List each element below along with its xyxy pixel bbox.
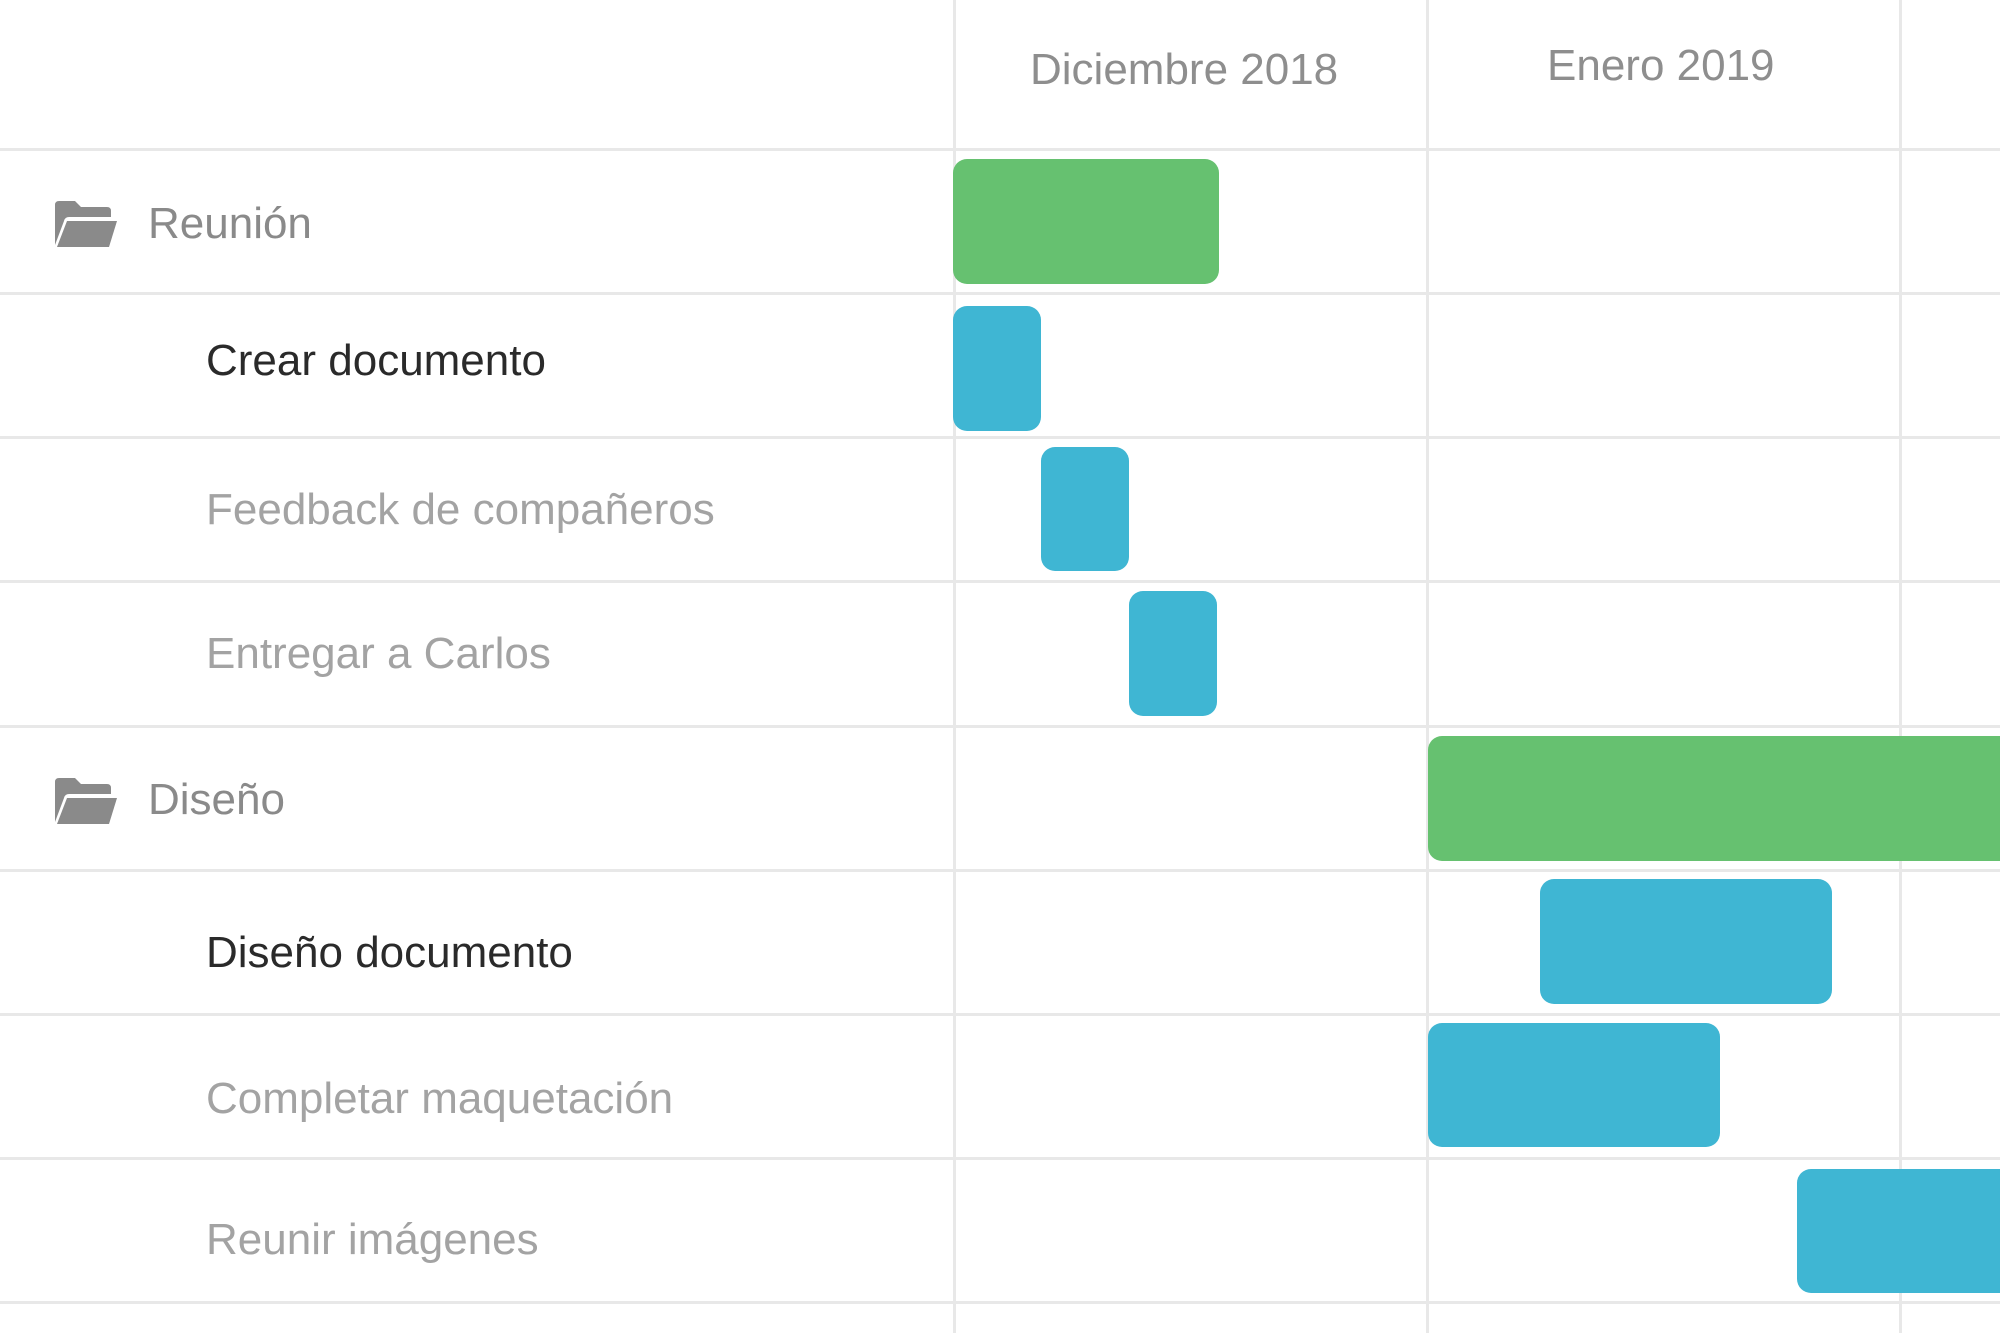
grid-line-vertical [953,0,956,1333]
gantt-bar-entregar-a-carlos[interactable] [1129,591,1217,716]
grid-line-horizontal [0,1013,2000,1016]
gantt-bar-diseno[interactable] [1428,736,2000,861]
grid-line-vertical [1426,0,1429,1333]
grid-line-horizontal [0,292,2000,295]
grid-line-horizontal [0,1301,2000,1304]
task-list-group-label[interactable]: Diseño [148,775,285,824]
gantt-bar-diseno-documento[interactable] [1540,879,1832,1004]
gantt-bar-reunion[interactable] [953,159,1219,284]
grid-line-horizontal [0,148,2000,151]
grid-line-vertical [1899,0,1902,1333]
task-list-item-label[interactable]: Diseño documento [206,928,573,977]
grid-line-horizontal [0,580,2000,583]
folder-open-icon [55,201,117,247]
task-list-item-label[interactable]: Reunir imágenes [206,1215,539,1264]
task-list-item-label[interactable]: Crear documento [206,336,546,385]
gantt-bar-reunir-imagenes[interactable] [1797,1169,2000,1293]
gantt-bar-completar-maquetacion[interactable] [1428,1023,1720,1147]
task-list-item-label[interactable]: Entregar a Carlos [206,629,551,678]
folder-open-icon [55,778,117,824]
gantt-bar-crear-documento[interactable] [953,306,1041,431]
grid-line-horizontal [0,725,2000,728]
grid-line-horizontal [0,1157,2000,1160]
timeline-month-header: Enero 2019 [1547,41,1775,90]
gantt-bar-feedback-de-companeros[interactable] [1041,447,1129,571]
task-list-group-label[interactable]: Reunión [148,199,312,248]
grid-line-horizontal [0,869,2000,872]
task-list-item-label[interactable]: Feedback de compañeros [206,485,715,534]
timeline-month-header: Diciembre 2018 [1030,45,1339,94]
task-list-item-label[interactable]: Completar maquetación [206,1074,674,1123]
grid-line-horizontal [0,436,2000,439]
